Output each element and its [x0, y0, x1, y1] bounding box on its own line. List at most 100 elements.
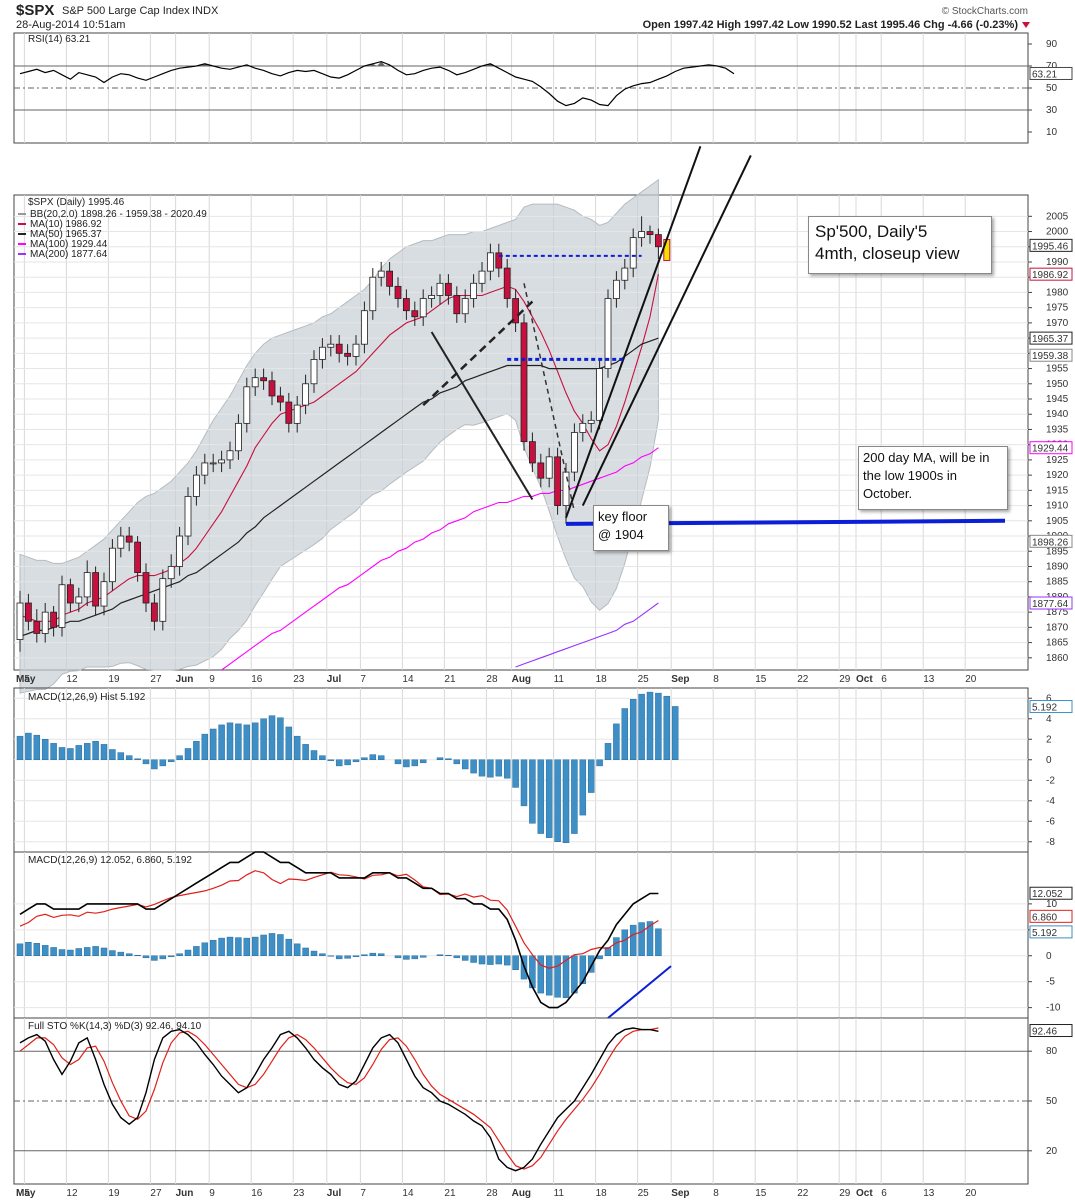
hist-bar: [151, 759, 158, 770]
macd-hist-bar: [109, 950, 116, 956]
candle-up: [352, 343, 360, 357]
candle-down: [92, 572, 99, 607]
macd-hist-bar: [403, 955, 410, 960]
ma-last-value-box: [1029, 441, 1073, 455]
candle-down: [453, 295, 461, 315]
exchange: INDX: [192, 5, 219, 17]
macd-hist-bar: [562, 955, 570, 999]
legend-entry: BB(20,2.0) 1898.26 - 1959.38 - 2020.49: [30, 209, 207, 220]
candle-up: [218, 459, 226, 464]
candle-up: [58, 584, 66, 628]
ma10-line: [19, 274, 659, 622]
hist-bar: [226, 722, 234, 760]
candle-down: [529, 441, 536, 464]
candle-up: [579, 422, 587, 433]
hist-bar: [83, 743, 91, 760]
macd-hist-bar: [83, 947, 91, 957]
hist-bar: [545, 759, 553, 838]
macd-hist-bar: [613, 937, 620, 956]
rsi-overbought-fill: [200, 61, 714, 66]
key-floor-annotation: key floor @ 1904: [593, 505, 669, 551]
candle-down: [268, 380, 276, 397]
bottom-x-axis-label: 11: [554, 1188, 565, 1199]
price-axis-tick-label: 1865: [1046, 638, 1069, 649]
legend-entry: MA(50) 1965.37: [30, 229, 102, 240]
candle-down: [655, 234, 662, 248]
divergence-line: [607, 965, 672, 1019]
ma-last-value: 1986.92: [1032, 270, 1069, 281]
hist-bar: [58, 747, 66, 761]
candle-up: [318, 346, 326, 360]
price-legend: $SPX (Daily) 1995.46: [28, 197, 125, 208]
macd-hist-bar: [310, 950, 318, 956]
bottom-x-axis-label: 12: [66, 1188, 78, 1199]
candle-up: [293, 404, 301, 424]
bottom-x-axis-label: Aug: [512, 1188, 531, 1199]
macd-hist-last-value-box: [1029, 925, 1073, 939]
ma-last-value-box: [1029, 534, 1073, 548]
hist-bar: [604, 743, 612, 760]
macd-hist-bar: [285, 938, 293, 957]
hist-bar: [629, 699, 637, 761]
macd-hist-bar: [293, 943, 301, 956]
hist-bar: [520, 759, 528, 807]
macd-hist-bar: [394, 955, 402, 959]
hist-last-value-box: [1029, 700, 1073, 714]
macd-hist-bar: [167, 955, 175, 958]
macd-line: [19, 851, 659, 1009]
macd-hist-bar: [142, 955, 150, 959]
macd-hist-bar: [478, 955, 486, 965]
macd-hist-bar: [512, 955, 519, 971]
x-axis-label: 11: [554, 674, 565, 685]
hist-bar: [302, 744, 309, 760]
candle-up: [596, 368, 603, 421]
hist-bar: [445, 758, 452, 760]
hist-bar: [285, 726, 293, 761]
sto-k-line: [19, 1027, 659, 1172]
rsi-axis-tick-label: 30: [1046, 105, 1058, 116]
x-axis-label: 29: [839, 674, 851, 685]
candle-down: [134, 541, 142, 573]
hist-bar: [369, 754, 377, 760]
hist-bar: [243, 724, 251, 761]
macd-hist-bar: [436, 954, 444, 957]
hist-bar: [352, 759, 360, 763]
macd-hist-bar: [33, 943, 41, 956]
hist-bar: [579, 759, 587, 816]
candle-down: [276, 395, 284, 403]
macd-hist-bar: [411, 955, 419, 960]
rsi-axis-tick-label: 90: [1046, 39, 1058, 50]
macd-hist-bar: [554, 955, 561, 998]
bottom-x-axis-label: 16: [251, 1188, 263, 1199]
macd-last-value: 12.052: [1032, 889, 1063, 900]
candle-up: [192, 474, 200, 497]
hist-bar: [218, 724, 225, 761]
x-axis-label: 7: [360, 674, 366, 685]
ma50-line: [19, 337, 659, 638]
hist-axis-tick-label: -6: [1046, 816, 1055, 827]
candle-up: [461, 298, 469, 315]
rsi-last-value-box: [1029, 66, 1073, 80]
hist-bar: [176, 755, 183, 761]
hist-bar: [419, 759, 427, 764]
bottom-x-axis-label: 29: [839, 1188, 851, 1199]
price-axis-tick-label: 1925: [1046, 455, 1069, 466]
candle-up: [302, 383, 310, 406]
price-axis-tick-label: 1975: [1046, 303, 1069, 314]
macd-hist-bar: [604, 947, 612, 957]
macd-hist-bar: [495, 955, 503, 965]
macd-hist-bar: [159, 955, 167, 960]
macd-legend: MACD(12,26,9) 12.052, 6.860, 5.192: [28, 855, 192, 866]
hist-bar: [596, 759, 603, 767]
hist-bar: [361, 757, 368, 761]
candle-up: [629, 237, 637, 269]
ma-last-value: 1929.44: [1032, 444, 1069, 455]
x-axis-label: 15: [755, 674, 767, 685]
hist-bar: [50, 743, 57, 760]
macd-hist-bar: [638, 922, 645, 956]
bottom-x-axis-label: 7: [360, 1188, 366, 1199]
candle-down: [512, 298, 519, 324]
hist-axis-tick-label: 6: [1046, 693, 1052, 704]
price-axis-tick-label: 2000: [1046, 227, 1069, 238]
